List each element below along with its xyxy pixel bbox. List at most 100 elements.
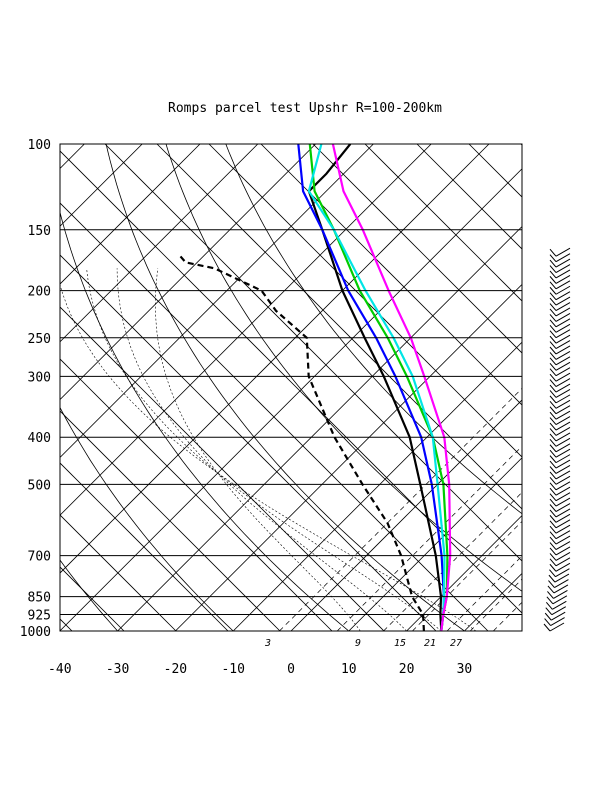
dry-adiabat (105, 144, 465, 631)
diagonal-grid-line (0, 144, 20, 631)
wind-barb-flag (549, 292, 557, 301)
wind-barb-flag (549, 433, 557, 442)
wind-barb (552, 600, 567, 610)
wind-barb (555, 427, 571, 436)
wind-barb-flag (545, 601, 553, 610)
wind-barb-flag (549, 487, 557, 496)
wind-barb (555, 519, 571, 529)
wind-barb (555, 481, 571, 491)
wind-barb-flag (549, 308, 557, 317)
wind-barb-flag (544, 612, 552, 621)
isotherm-line (60, 144, 432, 516)
pressure-tick-label: 150 (28, 224, 51, 239)
wind-barb-flag (549, 411, 557, 420)
wind-barb (555, 291, 571, 301)
wind-barb-flag (549, 493, 557, 501)
wind-barb-flag (549, 536, 557, 545)
sounding-line-6 (179, 255, 425, 631)
wind-barb (555, 470, 571, 480)
isotherm-line (406, 515, 522, 631)
wind-barb (555, 302, 571, 311)
wind-barb-flag (549, 248, 557, 257)
wind-barb-flag (549, 319, 557, 328)
pressure-tick-label: 250 (28, 332, 51, 347)
wind-barb (555, 312, 571, 322)
temperature-tick-label: 20 (399, 662, 415, 677)
pressure-tick-label: 1000 (20, 625, 51, 640)
wind-barb (555, 486, 571, 496)
wind-barb-flag (549, 525, 557, 534)
wind-barb-flag (549, 471, 557, 480)
diagonal-grid-line (60, 254, 437, 631)
pressure-tick-label: 100 (28, 138, 51, 153)
wind-barb (555, 443, 571, 453)
wind-barb-flag (548, 574, 556, 583)
isotherm-line (60, 144, 374, 458)
wind-barb (555, 269, 571, 279)
wind-barb (555, 389, 571, 398)
wind-barb (554, 573, 570, 583)
wind-barb-flag (549, 466, 557, 474)
temperature-tick-label: -40 (48, 662, 71, 677)
sounding-line-4 (307, 144, 446, 631)
wind-barb-flag (549, 547, 557, 556)
wind-barb (555, 454, 571, 464)
diagonal-grid-line (60, 358, 333, 631)
wind-barb (555, 350, 571, 360)
wind-barb-flag (549, 553, 557, 561)
wind-barb (555, 421, 571, 431)
diagonal-grid-line (208, 144, 522, 458)
wind-barb (555, 546, 571, 556)
wind-barb (555, 323, 571, 333)
wind-barb-flag (549, 449, 557, 458)
wind-barb (555, 247, 571, 257)
pressure-tick-label: 500 (28, 478, 51, 493)
wind-barb-flag (549, 422, 557, 431)
wind-barb (555, 285, 571, 295)
wind-barb-flag (549, 558, 557, 567)
diagonal-grid-line (60, 202, 489, 631)
wind-barb-flag (549, 498, 557, 507)
wind-barb (555, 334, 571, 344)
isotherm-line (60, 144, 143, 227)
wind-barb-flag (543, 623, 551, 632)
isotherm-line (0, 144, 27, 631)
wind-barb-flag (549, 281, 557, 290)
wind-barb-flag (549, 341, 557, 349)
dry-adiabat (60, 210, 350, 631)
chart-title: Romps parcel test Upshr R=100-200km (168, 101, 442, 116)
dry-adiabat (165, 144, 522, 592)
wind-barb (555, 258, 571, 268)
mixing-ratio-line (383, 491, 522, 631)
wind-barb (555, 448, 571, 458)
temperature-tick-label: 0 (287, 662, 295, 677)
wind-barb (555, 296, 571, 306)
wind-barb (555, 524, 571, 534)
mixing-ratio-labels: 3 9 15 21 27 (264, 638, 462, 649)
wind-barb-flag (549, 439, 557, 447)
wind-barb-flag (549, 259, 557, 268)
isotherm-line (60, 144, 259, 343)
wind-barb (554, 579, 569, 588)
moist-adiabat (60, 283, 477, 631)
wind-barb (555, 329, 571, 339)
diagonal-grid-line (60, 514, 177, 631)
wind-barb-flag (549, 286, 557, 295)
wind-barb-flag (549, 265, 557, 273)
wind-barb-flag (549, 417, 557, 425)
wind-barb-flag (545, 607, 553, 616)
isotherm-line (60, 168, 522, 631)
wind-barb (555, 274, 571, 284)
diagonal-grid-line (60, 410, 281, 631)
isotherm-line (175, 283, 522, 631)
dry-adiabat (60, 559, 118, 631)
diagonal-grid-line (60, 462, 229, 631)
wind-barb (555, 394, 571, 404)
isotherm-line (117, 226, 522, 631)
isotherm-line (232, 341, 522, 631)
wind-barb-flag (549, 428, 557, 436)
wind-barb (555, 416, 571, 426)
wind-barb-flag (549, 515, 557, 523)
isotherm-line (521, 630, 522, 631)
sounding-line-5 (331, 144, 452, 631)
